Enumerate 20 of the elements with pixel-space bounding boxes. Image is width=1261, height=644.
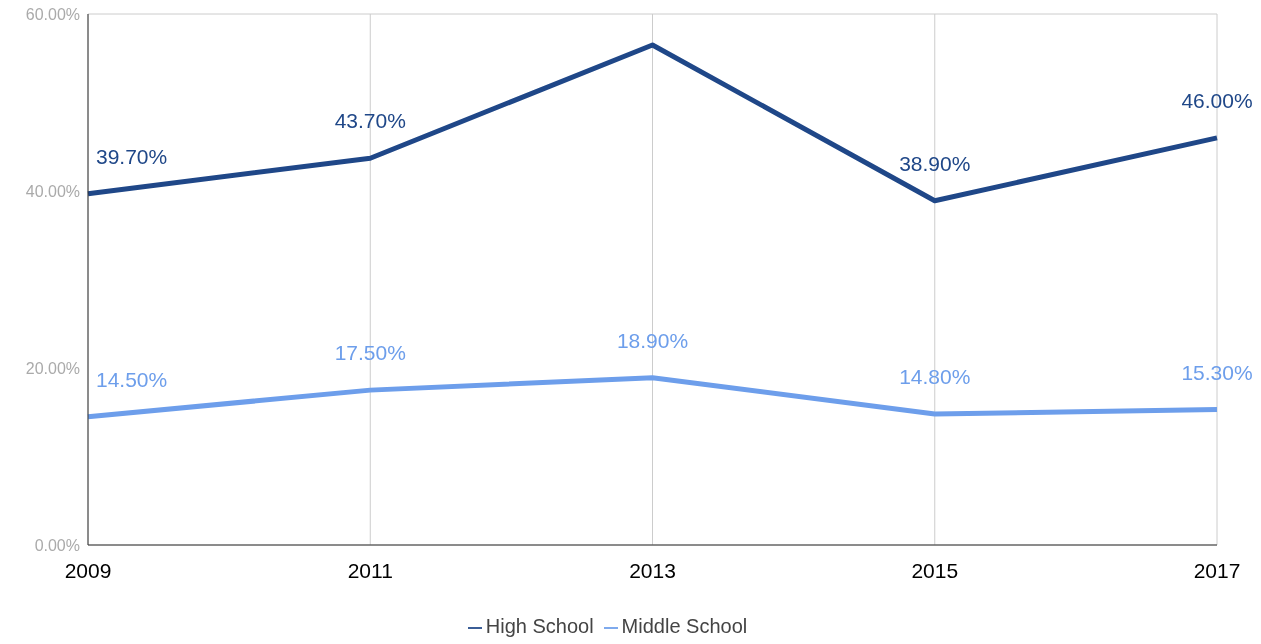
data-label: 15.30% <box>1181 360 1253 384</box>
data-label: 39.70% <box>96 144 168 168</box>
legend-label: High School <box>485 615 594 637</box>
x-tick-label: 2009 <box>64 558 112 582</box>
data-label: 38.90% <box>899 151 971 175</box>
y-tick-label: 60.00% <box>25 5 80 23</box>
x-tick-label: 2013 <box>629 558 676 582</box>
data-label: 18.90% <box>616 328 689 352</box>
y-tick-label: 40.00% <box>25 182 80 200</box>
data-label: 43.70% <box>334 109 406 133</box>
data-label: 14.50% <box>96 367 168 391</box>
y-tick-label: 20.00% <box>25 359 80 377</box>
x-tick-label: 2017 <box>1193 558 1241 582</box>
data-label: 46.00% <box>1181 88 1253 112</box>
x-tick-label: 2011 <box>347 558 393 582</box>
legend-label: Middle School <box>621 615 748 637</box>
data-label: 14.80% <box>899 365 971 389</box>
y-tick-label: 0.00% <box>34 536 80 554</box>
data-label: 17.50% <box>334 341 406 365</box>
x-tick-label: 2015 <box>911 558 959 582</box>
